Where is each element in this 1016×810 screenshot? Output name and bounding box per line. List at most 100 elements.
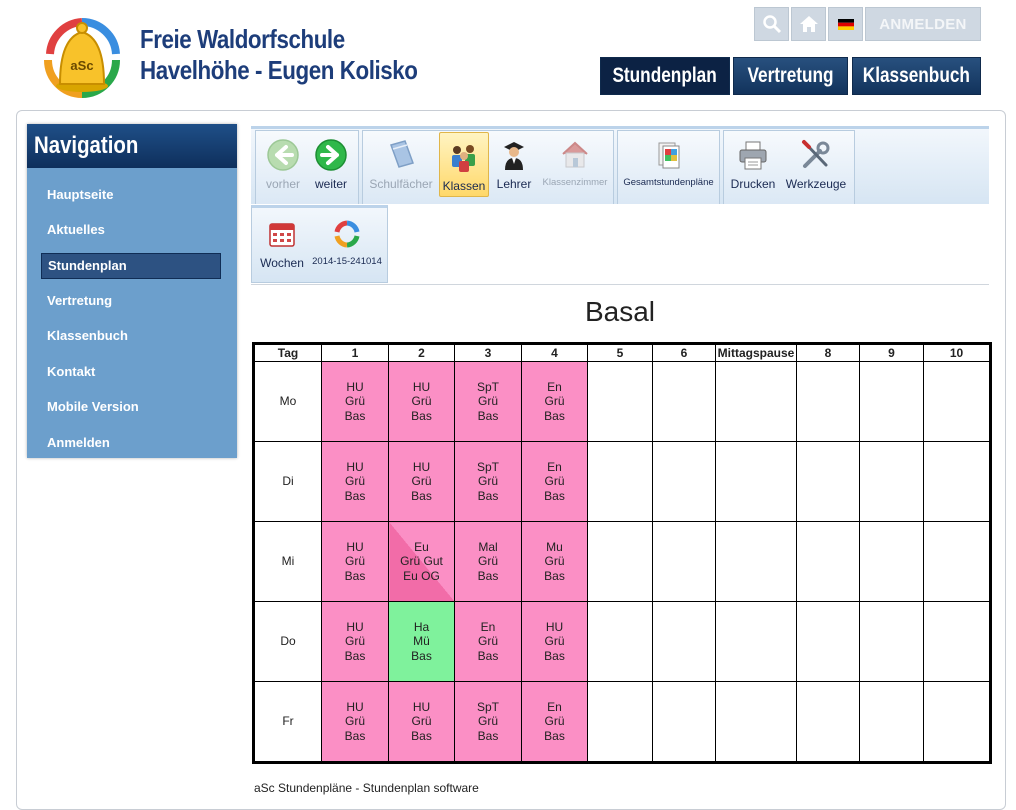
empty-cell <box>715 601 797 682</box>
period-button[interactable]: 2014-15-241014 <box>310 210 384 276</box>
lesson-line: Bas <box>477 408 499 423</box>
lesson-cell[interactable]: HU Grü Bas <box>521 601 588 682</box>
lesson-line: Grü <box>544 394 565 409</box>
header-period-10: 10 <box>923 343 991 362</box>
lesson-line: Grü <box>477 554 498 569</box>
lesson-cell[interactable]: HU Grü Bas <box>321 441 389 522</box>
lesson-line: Grü <box>477 394 498 409</box>
overall-timetables-label: Gesamtstundenpläne <box>623 177 714 188</box>
lesson-cell[interactable]: Mal Grü Bas <box>454 521 522 602</box>
lesson-cell[interactable]: En Grü Bas <box>454 601 522 682</box>
subjects-button[interactable]: Schulfächer <box>366 131 436 197</box>
teachers-button[interactable]: Lehrer <box>492 131 536 197</box>
empty-cell <box>923 681 991 763</box>
empty-cell <box>587 441 653 522</box>
sidebar: Navigation Hauptseite Aktuelles Stundenp… <box>27 124 237 458</box>
day-label: Mi <box>253 521 322 602</box>
empty-cell <box>796 441 860 522</box>
tools-label: Werkzeuge <box>785 177 847 191</box>
lesson-line: Bas <box>544 488 565 503</box>
sidebar-item-mobile-version[interactable]: Mobile Version <box>47 399 139 414</box>
header-period-4: 4 <box>521 343 588 362</box>
calendar-icon <box>269 223 295 247</box>
overall-timetables-button[interactable]: Gesamtstundenpläne <box>620 131 717 197</box>
lesson-line: Bas <box>344 648 366 663</box>
lesson-line: Grü <box>344 394 365 409</box>
sidebar-item-hauptseite[interactable]: Hauptseite <box>47 187 114 202</box>
timetable-header-row: Tag 1 2 3 4 5 6 Mittagspause 8 9 10 <box>253 343 991 362</box>
home-button[interactable] <box>791 7 826 41</box>
empty-cell <box>923 361 991 442</box>
sidebar-item-anmelden[interactable]: Anmelden <box>47 435 110 450</box>
lesson-line: Bas <box>544 568 565 583</box>
empty-cell <box>652 441 716 522</box>
german-flag-icon <box>837 18 854 30</box>
lesson-cell[interactable]: HU Grü Bas <box>321 681 389 763</box>
lesson-line: HU <box>545 619 564 634</box>
lesson-line: Mal <box>478 539 498 554</box>
empty-cell <box>859 681 924 763</box>
lesson-cell[interactable]: HU Grü Bas <box>321 601 389 682</box>
school-name-line2: Havelhöhe - Eugen Kolisko <box>140 55 418 85</box>
sidebar-item-aktuelles[interactable]: Aktuelles <box>47 222 105 237</box>
lesson-cell[interactable]: SpT Grü Bas <box>454 361 522 442</box>
topnav-klassenbuch[interactable]: Klassenbuch <box>852 57 981 95</box>
lesson-line: Bas <box>344 408 366 423</box>
lesson-line: Grü <box>477 634 498 649</box>
sidebar-item-kontakt[interactable]: Kontakt <box>47 364 96 379</box>
lesson-line: Bas <box>344 728 366 743</box>
empty-cell <box>923 521 991 602</box>
tools-button[interactable]: Werkzeuge <box>781 131 851 197</box>
lesson-cell[interactable]: Ha Mü Bas <box>388 601 455 682</box>
header-period-9: 9 <box>859 343 924 362</box>
lesson-cell[interactable]: SpT Grü Bas <box>454 441 522 522</box>
print-button[interactable]: Drucken <box>727 131 779 197</box>
lesson-line: Grü <box>544 554 565 569</box>
lesson-line: En <box>480 619 496 634</box>
day-label: Di <box>253 441 322 522</box>
lesson-cell[interactable]: HU Grü Bas <box>321 361 389 442</box>
toolbar-group-navigation <box>255 130 359 204</box>
footer-text: aSc Stundenpläne - Stundenplan software <box>254 781 479 795</box>
empty-cell <box>923 601 991 682</box>
classes-button[interactable]: Klassen <box>439 132 489 197</box>
teacher-icon <box>504 142 524 170</box>
search-button[interactable] <box>754 7 789 41</box>
school-name: Freie Waldorfschule Havelhöhe - Eugen Ko… <box>140 24 418 86</box>
prev-button[interactable]: vorher <box>258 131 308 197</box>
lesson-cell[interactable]: HU Grü Bas <box>321 521 389 602</box>
lesson-cell[interactable]: En Grü Bas <box>521 361 588 442</box>
lesson-cell[interactable]: Eu Grü Gut Eu OG <box>388 521 455 602</box>
arrow-right-icon <box>315 139 347 171</box>
period-label: 2014-15-241014 <box>312 256 382 267</box>
empty-cell <box>923 441 991 522</box>
lesson-cell[interactable]: Mu Grü Bas <box>521 521 588 602</box>
lesson-cell[interactable]: HU Grü Bas <box>388 681 455 763</box>
empty-cell <box>715 681 797 763</box>
topnav-vertretung[interactable]: Vertretung <box>733 57 848 95</box>
lesson-cell[interactable]: HU Grü Bas <box>388 441 455 522</box>
timetable-row: Di HU Grü Bas HU Grü Bas SpT Grü Bas En Grü Bas <box>253 441 991 522</box>
lesson-line: Grü <box>344 554 365 569</box>
students-icon <box>452 145 475 172</box>
next-button[interactable]: weiter <box>308 131 354 197</box>
empty-cell <box>859 441 924 522</box>
lesson-line: HU <box>412 379 431 394</box>
empty-cell <box>715 361 797 442</box>
weeks-label: Wochen <box>260 256 304 270</box>
lesson-cell[interactable]: SpT Grü Bas <box>454 681 522 763</box>
login-button[interactable]: ANMELDEN <box>865 7 981 41</box>
sidebar-item-vertretung[interactable]: Vertretung <box>47 293 113 308</box>
sidebar-item-stundenplan[interactable]: Stundenplan <box>41 253 221 279</box>
lesson-cell[interactable]: HU Grü Bas <box>388 361 455 442</box>
sidebar-item-klassenbuch[interactable]: Klassenbuch <box>47 328 128 343</box>
lesson-cell[interactable]: En Grü Bas <box>521 441 588 522</box>
timetable-title: Basal <box>584 296 656 327</box>
lesson-cell[interactable]: En Grü Bas <box>521 681 588 763</box>
topnav-stundenplan[interactable]: Stundenplan <box>600 57 730 95</box>
lesson-line: HU <box>346 459 364 474</box>
rooms-button[interactable]: Klassenzimmer <box>540 131 610 197</box>
day-label: Mo <box>253 361 322 442</box>
language-button[interactable] <box>828 7 863 41</box>
weeks-button[interactable]: Wochen <box>256 210 308 276</box>
